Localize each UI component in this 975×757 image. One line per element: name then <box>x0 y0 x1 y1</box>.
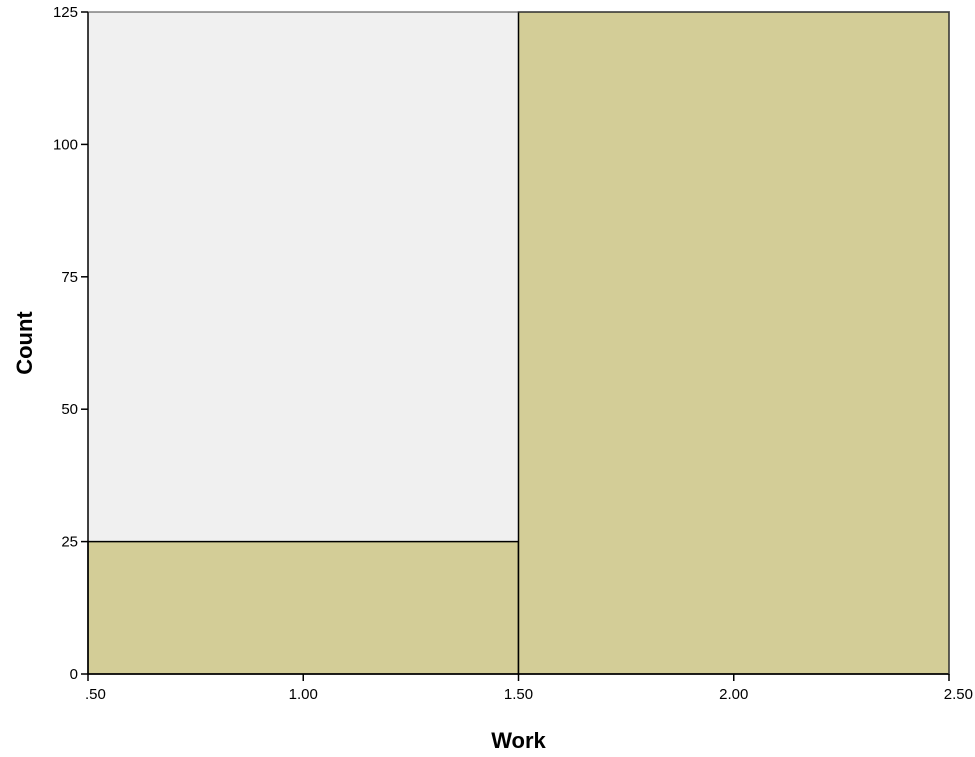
y-tick-label: 50 <box>61 401 78 418</box>
x-axis-title: Work <box>491 728 546 753</box>
x-tick-label: 2.50 <box>944 686 973 703</box>
x-tick-label: 2.00 <box>719 686 748 703</box>
histogram-bar-1 <box>87 540 520 675</box>
y-tick-label: 75 <box>61 269 78 286</box>
x-tick-label: .50 <box>85 686 106 703</box>
x-tick-label: 1.00 <box>289 686 318 703</box>
bars-group <box>87 11 950 675</box>
y-axis-title: Count <box>12 311 37 375</box>
histogram-bar-2 <box>517 11 950 675</box>
y-tick-label: 0 <box>70 666 78 683</box>
y-tick-label: 100 <box>53 136 78 153</box>
x-tick-label: 1.50 <box>504 686 533 703</box>
y-tick-label: 25 <box>61 534 78 551</box>
axes-group: 0 25 50 75 100 125 .50 1.00 1.50 2.00 2.50 <box>53 4 973 703</box>
y-tick-label: 125 <box>53 4 78 21</box>
